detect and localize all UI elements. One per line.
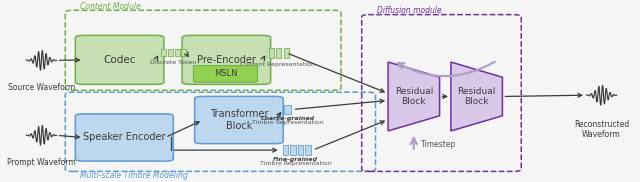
Text: Discrete Token: Discrete Token — [150, 60, 196, 65]
Bar — [284, 48, 289, 58]
Text: Diffusion module: Diffusion module — [377, 6, 442, 15]
FancyBboxPatch shape — [76, 114, 173, 161]
Text: Fine-grained: Fine-grained — [273, 157, 318, 162]
Bar — [298, 145, 303, 155]
Text: Codec: Codec — [103, 55, 136, 65]
Text: Reconstructed
Waveform: Reconstructed Waveform — [574, 120, 629, 139]
Bar — [283, 145, 288, 155]
Bar — [161, 49, 166, 56]
FancyBboxPatch shape — [76, 35, 164, 84]
FancyBboxPatch shape — [182, 35, 271, 84]
Polygon shape — [451, 62, 502, 131]
Text: Speaker Encoder: Speaker Encoder — [83, 132, 166, 143]
Bar — [175, 49, 180, 56]
Text: Pre-Encoder: Pre-Encoder — [197, 55, 256, 65]
Bar — [284, 105, 291, 114]
Text: Multi-scale Timbre Modeling: Multi-scale Timbre Modeling — [81, 171, 188, 180]
Bar — [305, 145, 311, 155]
Text: Residual
Block: Residual Block — [395, 87, 433, 106]
Text: Transformer
Block: Transformer Block — [210, 109, 268, 131]
Bar — [276, 48, 282, 58]
Bar — [168, 49, 173, 56]
Bar — [269, 48, 274, 58]
Text: Content Module: Content Module — [81, 2, 141, 11]
Polygon shape — [388, 62, 440, 131]
Text: Residual
Block: Residual Block — [458, 87, 496, 106]
FancyBboxPatch shape — [195, 96, 284, 144]
Text: Content Representation: Content Representation — [240, 62, 315, 67]
FancyBboxPatch shape — [193, 66, 257, 82]
Text: Timbre Representation: Timbre Representation — [252, 120, 324, 125]
Text: Source Waveform: Source Waveform — [8, 83, 75, 92]
Bar — [182, 49, 186, 56]
Text: MSLN: MSLN — [214, 69, 237, 78]
Text: Timestep: Timestep — [421, 140, 456, 149]
Text: Timbre Representation: Timbre Representation — [260, 161, 332, 166]
Text: Prompt Waveform: Prompt Waveform — [7, 158, 76, 167]
Text: Coarse-grained: Coarse-grained — [261, 116, 316, 121]
Bar — [290, 145, 296, 155]
